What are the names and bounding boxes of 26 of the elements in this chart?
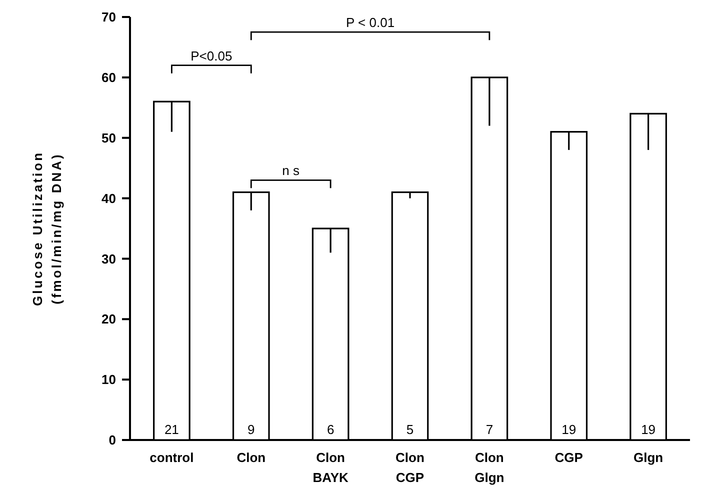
annotation: 9: [248, 422, 255, 437]
x-tick-label: Clon CGP: [396, 450, 424, 485]
annotation: 5: [406, 422, 414, 437]
y-tick-label: 40: [102, 190, 116, 206]
annotation: 19: [562, 422, 576, 437]
x-tick-label: control: [150, 450, 194, 465]
y-tick-label: 70: [102, 10, 116, 25]
annotation: 19: [641, 422, 656, 437]
annotation: P < 0.01: [346, 15, 395, 30]
y-tick-label: 10: [102, 372, 116, 388]
x-tick-label: Clon Glgn: [474, 450, 504, 485]
y-tick-label: 60: [102, 70, 116, 85]
x-tick-label: CGP: [554, 450, 584, 465]
x-tick-label: Glgn: [633, 450, 664, 465]
y-tick-label: 0: [108, 432, 116, 448]
y-tick-label: 50: [102, 130, 116, 146]
annotation: 6: [326, 422, 334, 437]
annotation: 21: [164, 422, 179, 437]
y-tick-label: 20: [102, 312, 116, 327]
annotation: P<0.05: [190, 48, 232, 64]
annotation: 7: [486, 422, 494, 437]
annotation: n s: [282, 163, 300, 178]
y-axis-title: Glucose Utilization (fmol/min/mg DNA): [30, 150, 64, 306]
y-tick-label: 30: [102, 251, 116, 266]
x-tick-label: Clon: [236, 450, 266, 465]
x-tick-label: Clon BAYK: [312, 450, 349, 485]
